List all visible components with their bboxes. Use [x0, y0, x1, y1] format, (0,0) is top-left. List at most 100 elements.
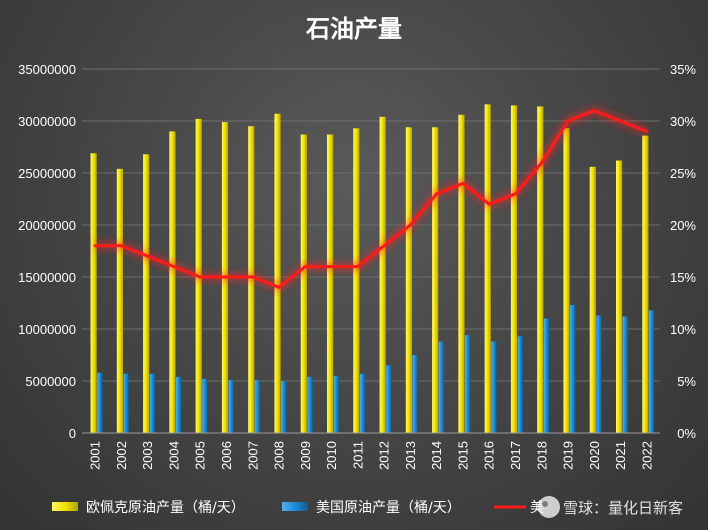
us-share-point-2020 — [592, 109, 596, 113]
watermark-text: 雪球：量化日新客 — [563, 499, 683, 517]
opec-bar-2013 — [405, 127, 413, 434]
opec-bar-2012 — [379, 116, 386, 433]
us-share-point-2009 — [303, 265, 307, 269]
category-label: 2006 — [219, 441, 234, 470]
us-share-point-2012 — [382, 244, 386, 248]
us-share-point-2005 — [198, 275, 202, 279]
us-bar-2012 — [386, 365, 392, 433]
opec-bar-2020 — [589, 166, 596, 433]
us-share-line-layer — [93, 106, 649, 292]
us-bar-2007 — [254, 379, 261, 433]
opec-bar-2016 — [484, 104, 491, 434]
opec-bar-2015 — [458, 114, 465, 433]
category-label: 2001 — [88, 441, 103, 470]
snowball-logo-icon — [538, 496, 560, 518]
right-tick-label: 20% — [670, 218, 696, 233]
us-bars — [97, 305, 655, 433]
us-bar-2009 — [307, 376, 313, 433]
category-label: 2015 — [456, 441, 471, 470]
right-axis-tick-labels: 0% 5% 10% 15% 20% 25% 30% 35% — [670, 62, 696, 441]
legend-swatch-us — [282, 502, 308, 511]
category-label: 2013 — [403, 441, 418, 470]
category-label: 2008 — [272, 441, 287, 470]
opec-bar-2008 — [274, 113, 281, 433]
category-label: 2016 — [482, 441, 497, 470]
us-share-point-2015 — [461, 181, 465, 185]
us-bar-2021 — [622, 316, 628, 433]
us-share-point-2003 — [146, 254, 150, 258]
legend: 欧佩克原油产量（桶/天） 美国原油产量（桶/天） 美 — [52, 500, 544, 516]
snowball-logo-detail — [542, 501, 548, 507]
category-label: 2002 — [114, 441, 129, 470]
category-label: 2005 — [193, 441, 208, 470]
left-tick-label: 20000000 — [18, 218, 76, 233]
left-tick-label: 10000000 — [18, 322, 76, 337]
category-label: 2011 — [350, 441, 365, 469]
opec-bar-2021 — [615, 160, 623, 433]
category-label: 2012 — [377, 441, 392, 470]
us-share-point-2001 — [93, 244, 97, 248]
category-label: 2018 — [534, 441, 549, 470]
us-bar-2020 — [596, 315, 602, 433]
opec-bar-2022 — [642, 135, 649, 433]
us-bar-2015 — [464, 335, 471, 433]
us-bar-2016 — [491, 341, 497, 433]
us-share-point-2010 — [330, 265, 334, 269]
us-share-point-2007 — [251, 275, 255, 279]
right-tick-label: 10% — [670, 322, 696, 337]
right-tick-label: 35% — [670, 62, 696, 77]
opec-bar-2010 — [326, 134, 334, 433]
us-share-line — [95, 109, 648, 289]
us-bar-2001 — [97, 372, 103, 433]
opec-bar-2019 — [563, 128, 570, 433]
category-label: 2020 — [587, 441, 602, 470]
category-label: 2003 — [140, 441, 155, 470]
us-share-point-2004 — [172, 265, 176, 269]
us-bar-2019 — [570, 305, 576, 433]
us-bar-2004 — [175, 376, 182, 433]
category-label: 2019 — [561, 441, 576, 470]
opec-bar-2004 — [169, 131, 176, 433]
legend-item-us: 美国原油产量（桶/天） — [282, 500, 461, 516]
us-share-point-2019 — [566, 119, 570, 123]
us-bar-2018 — [543, 318, 550, 433]
gridlines — [82, 68, 660, 382]
us-share-point-2016 — [487, 202, 491, 206]
watermark: 雪球：量化日新客 — [538, 496, 683, 518]
us-bar-2022 — [648, 310, 655, 433]
left-tick-label: 5000000 — [25, 374, 76, 389]
category-label: 2022 — [639, 441, 654, 470]
us-share-point-2008 — [277, 285, 281, 289]
us-share-point-2018 — [540, 161, 544, 165]
chart-title: 石油产量 — [305, 14, 402, 43]
legend-item-opec: 欧佩克原油产量（桶/天） — [52, 500, 245, 516]
us-bar-2017 — [517, 336, 523, 433]
right-tick-label: 5% — [677, 374, 696, 389]
us-share-point-2017 — [514, 192, 517, 196]
us-share-point-2013 — [408, 223, 412, 227]
legend-item-share: 美 — [494, 500, 544, 516]
left-tick-label: 15000000 — [18, 270, 76, 285]
opec-bar-2017 — [510, 105, 518, 434]
opec-bar-2009 — [300, 134, 307, 433]
right-tick-label: 15% — [670, 270, 696, 285]
us-share-point-2014 — [435, 192, 439, 196]
category-label: 2021 — [613, 441, 628, 470]
category-label: 2009 — [298, 441, 313, 470]
right-tick-label: 25% — [670, 166, 696, 181]
opec-bar-2001 — [90, 153, 97, 434]
us-bar-2013 — [412, 355, 418, 433]
us-bar-2003 — [149, 373, 156, 433]
category-label: 2017 — [508, 441, 523, 470]
left-axis-tick-labels: 0 5000000 10000000 15000000 20000000 25000000… — [18, 62, 76, 441]
right-tick-label: 0% — [677, 426, 696, 441]
category-label: 2004 — [167, 441, 182, 470]
opec-bar-2018 — [537, 106, 544, 433]
legend-swatch-opec — [52, 502, 78, 511]
category-label: 2014 — [429, 441, 444, 470]
us-share-point-2006 — [225, 275, 228, 279]
x-axis-tick-labels: 2001 2002 2003 2004 2005 2006 2007 2008 2009 2010… — [88, 441, 655, 470]
us-bar-2002 — [123, 373, 129, 433]
